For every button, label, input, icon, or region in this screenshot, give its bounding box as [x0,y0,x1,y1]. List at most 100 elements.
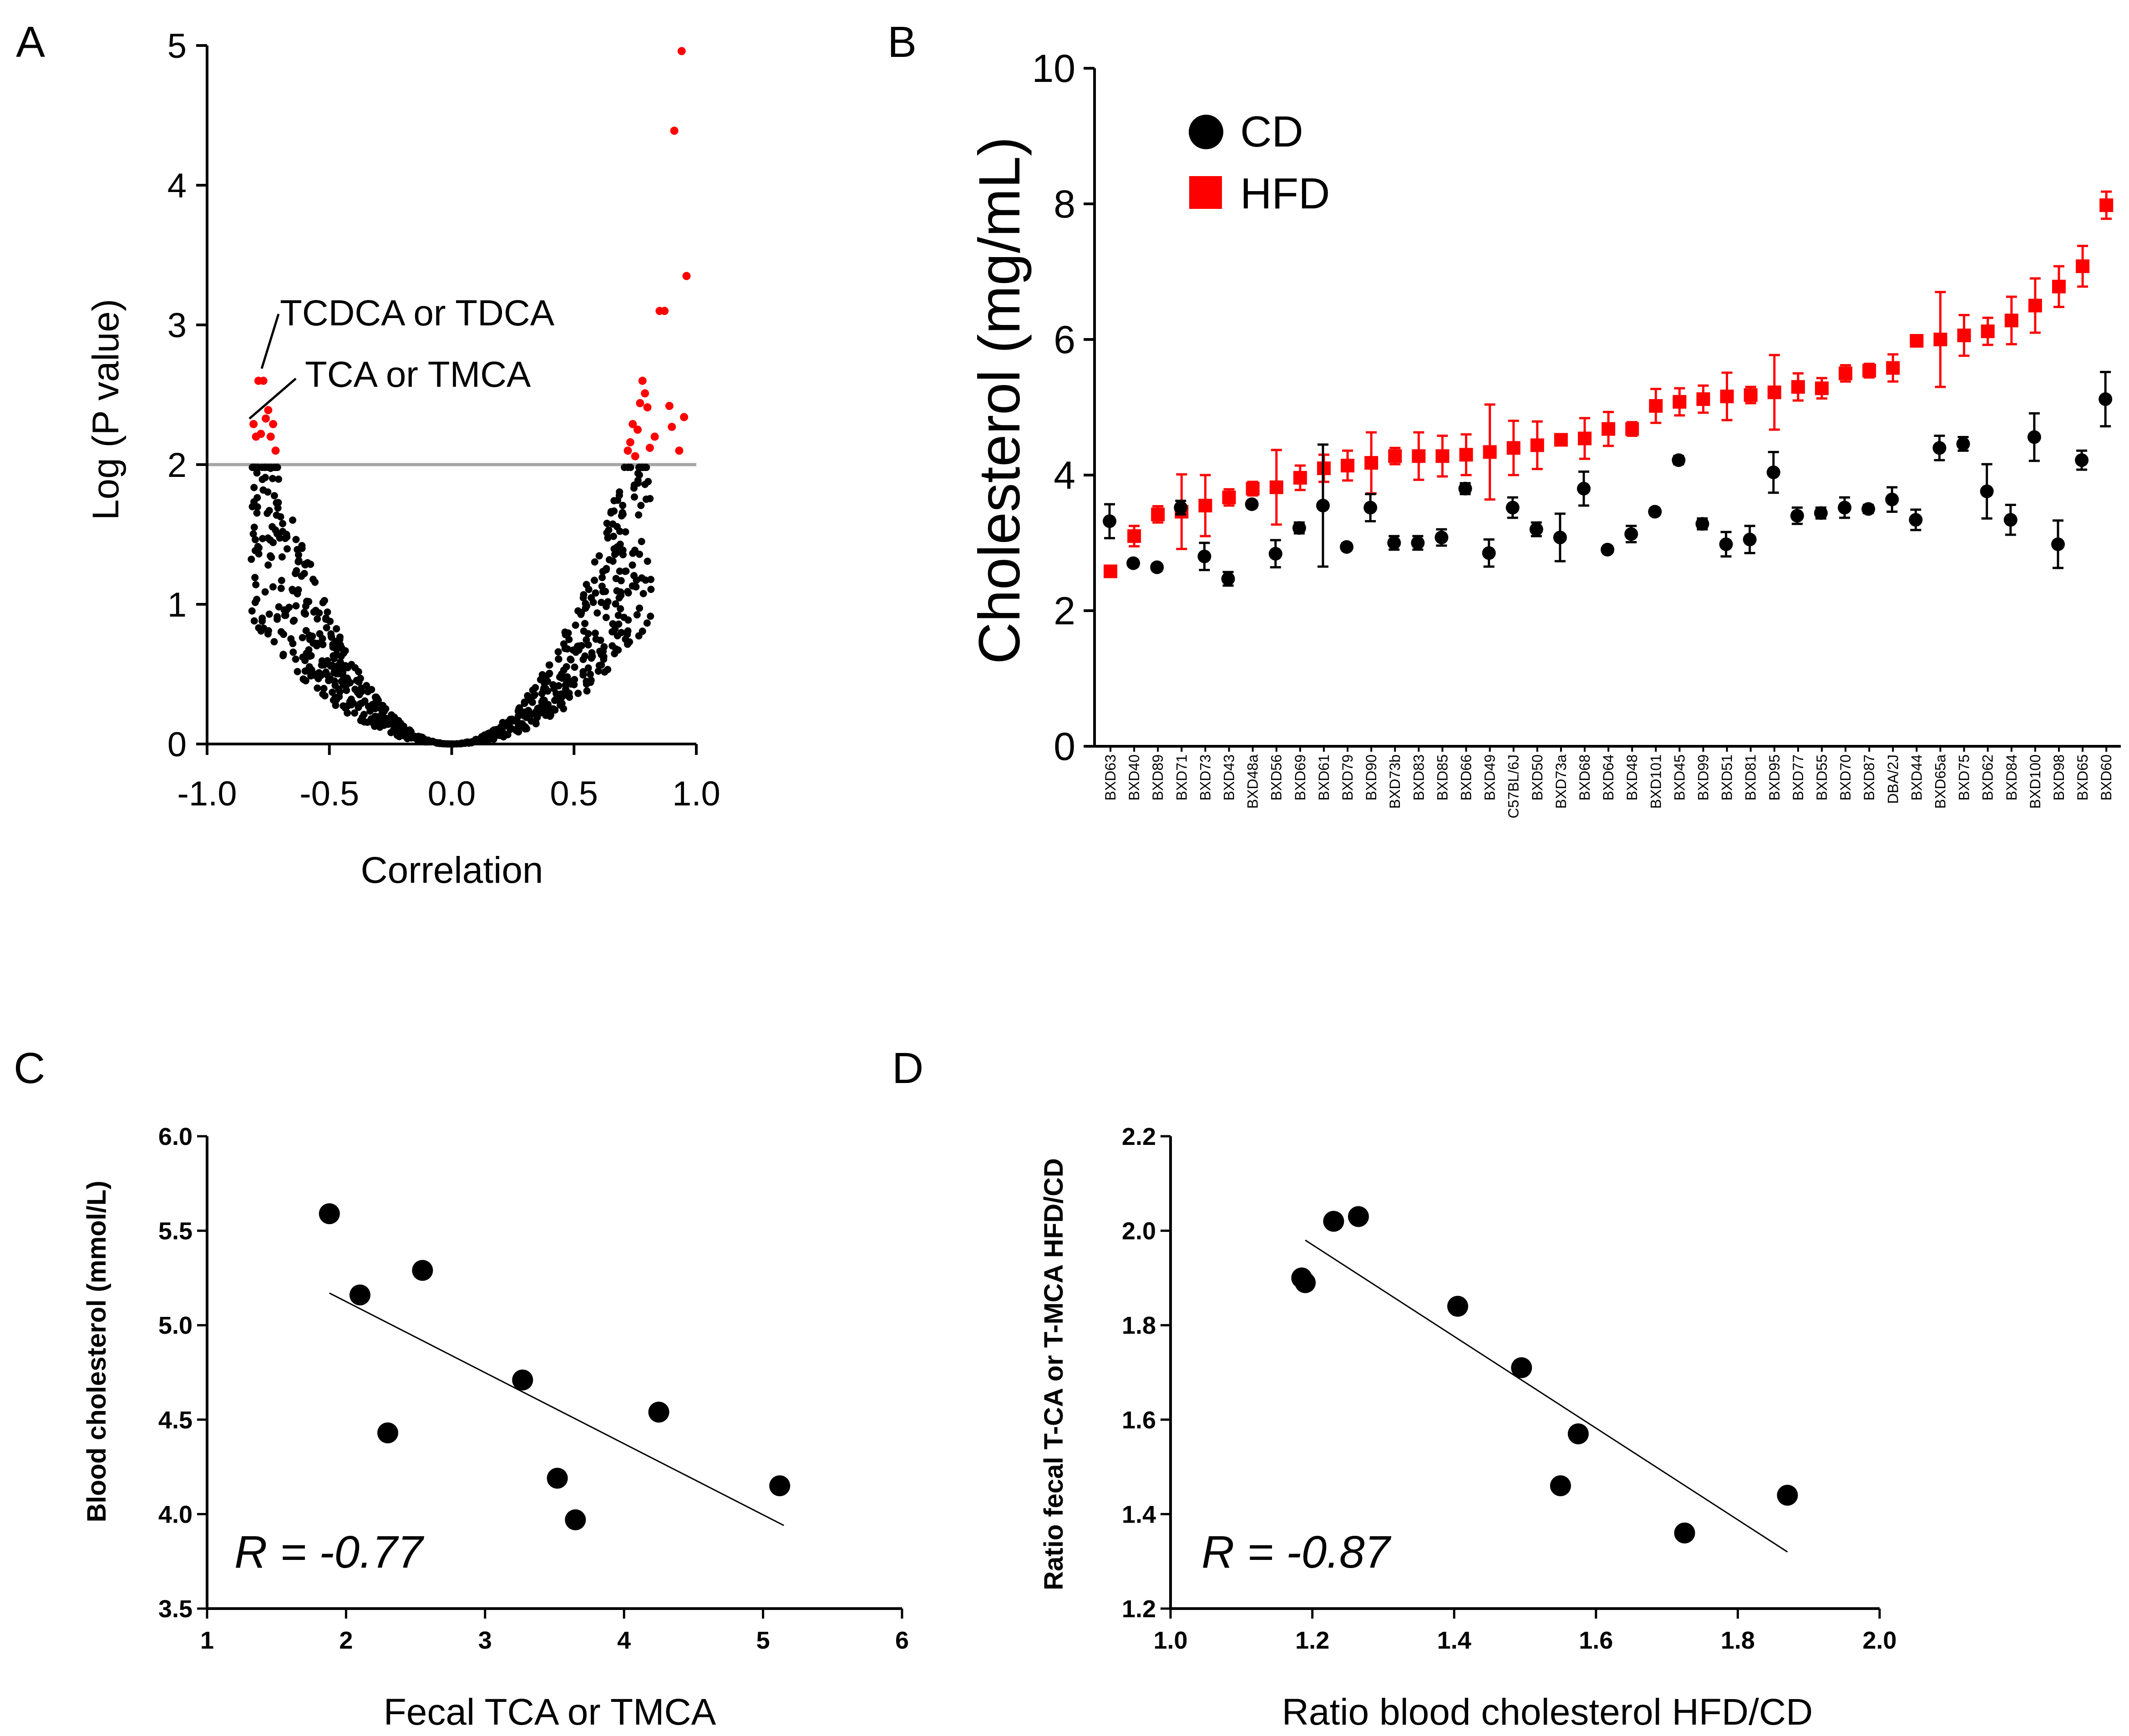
y-tick-label: 6.0 [158,1123,193,1150]
strain-label: BXD77 [1790,754,1806,800]
cd-point [1506,501,1520,515]
background-point [248,607,256,615]
background-point [316,630,324,638]
strain-label: BXD95 [1766,754,1783,800]
cd-point [1150,560,1164,574]
background-point [584,641,592,649]
background-point [619,501,627,509]
y-tick-label: 2.0 [1122,1218,1156,1245]
background-point [613,523,621,531]
cd-point [1458,481,1472,496]
cd-point [1435,531,1449,545]
background-point [314,675,322,683]
background-point [365,703,372,710]
background-point [363,682,370,689]
data-point [769,1475,791,1497]
background-point [588,654,595,662]
background-point [595,662,603,669]
background-point [636,551,644,558]
background-point [623,630,631,638]
background-point [292,602,300,610]
panel-letter-b: B [887,18,917,66]
background-point [593,609,601,617]
background-point [614,646,622,654]
background-point [364,719,371,726]
panel-b-ylabel: Cholesterol (mg/mL) [967,137,1032,664]
panel-d-ylabel: Ratio fecal T-CA or T-MCA HFD/CD [1039,1158,1069,1590]
background-point [637,501,645,509]
hfd-point [1269,480,1283,494]
cd-point [1268,547,1282,561]
background-point [368,686,375,693]
background-point [532,719,540,726]
background-point [324,657,331,665]
y-tick-label: 4 [1054,454,1075,497]
background-point [301,657,309,664]
hfd-point [2076,259,2090,273]
background-point [279,652,287,659]
strain-label: BXD84 [2003,754,2020,800]
panel-d-r-value: R = -0.87 [1201,1527,1391,1578]
data-point [512,1369,533,1391]
background-point [589,598,597,606]
background-point [647,576,654,583]
strain-label: BXD73b [1387,754,1403,809]
background-point [609,532,617,540]
background-point [615,620,623,628]
significant-point [271,446,280,455]
data-point [349,1284,370,1306]
data-point [1447,1296,1468,1317]
panel-c-xlabel: Fecal TCA or TMCA [384,1691,716,1733]
panel-a-volcano: -1.0 -0.5 0.0 0.5 1.0 0 1 2 3 4 5 Correlation Log … [85,27,720,891]
strain-label: BXD60 [2098,754,2114,800]
hfd-point [1530,438,1544,452]
y-tick-label: 3 [167,306,187,345]
background-point [264,488,272,496]
data-point [1323,1210,1344,1232]
background-point [639,590,647,597]
legend-hfd-label: HFD [1240,169,1330,218]
background-point [259,476,266,483]
significant-point [677,47,686,56]
hfd-point [1767,385,1781,400]
background-point [323,624,330,632]
strain-label: DBA/2J [1885,754,1901,804]
background-point [482,734,490,742]
cd-point [1316,499,1330,513]
y-tick-label: 1 [167,586,187,624]
cd-point [1672,453,1686,467]
y-tick-label: 3.5 [158,1595,193,1623]
x-tick-label: 1.0 [1153,1627,1187,1654]
strain-label: BXD87 [1861,754,1877,800]
cd-point [1364,501,1378,515]
hfd-point [1981,324,1995,339]
panel-d-correlation: 1.0 1.2 1.4 1.6 1.8 2.0 1.2 1.4 1.6 1.8 2.0 2.2 Rat… [1039,1123,1897,1733]
background-point [270,492,278,500]
strain-label: BXD68 [1576,754,1593,800]
significant-point [682,272,691,280]
background-point [250,617,258,625]
background-point [602,613,610,621]
background-point [524,692,532,699]
panel-a-xlabel: Correlation [360,850,543,891]
significant-point [629,420,637,428]
background-point [357,717,365,724]
x-tick-label: 1.0 [672,774,720,813]
background-point [274,615,281,623]
background-point [610,497,618,505]
hfd-point [1696,392,1710,406]
background-point [305,646,313,653]
background-point [294,551,302,559]
background-point [255,544,263,552]
background-point [311,578,319,586]
cd-point [1956,437,1970,451]
background-point [565,689,573,697]
significant-point [643,403,652,412]
background-point [417,736,425,744]
background-point [260,624,268,632]
background-point [542,684,549,692]
significant-point [668,423,676,431]
cd-point [1814,506,1828,520]
background-point [587,670,594,678]
y-tick-label: 5 [167,27,187,66]
